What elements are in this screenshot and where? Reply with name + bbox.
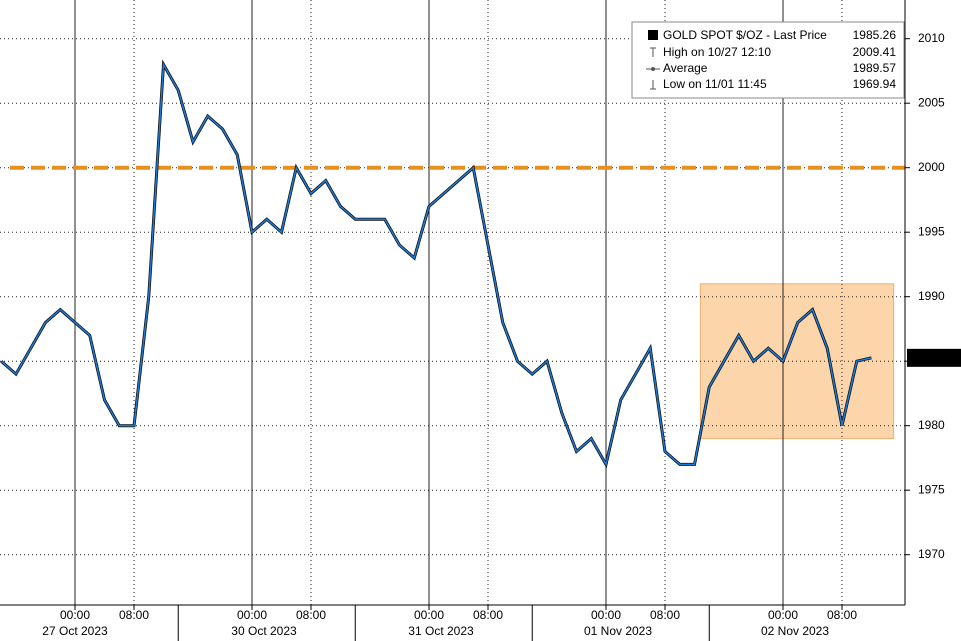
date-label: 01 Nov 2023 <box>584 624 652 638</box>
legend-label: High on 10/27 12:10 <box>663 45 771 59</box>
x-tick-label: 00:00 <box>591 608 621 622</box>
legend-icon <box>651 67 655 71</box>
legend-label: Low on 11/01 11:45 <box>663 77 767 91</box>
date-label: 27 Oct 2023 <box>42 624 108 638</box>
legend-value: 1985.26 <box>853 28 897 42</box>
y-tick-label: 2000 <box>918 160 945 174</box>
y-tick-label: 1970 <box>918 547 945 561</box>
x-tick-label: 08:00 <box>827 608 857 622</box>
x-tick-label: 00:00 <box>414 608 444 622</box>
y-tick-label: 1990 <box>918 289 945 303</box>
x-tick-label: 08:00 <box>473 608 503 622</box>
x-tick-label: 00:00 <box>768 608 798 622</box>
x-tick-label: 00:00 <box>60 608 90 622</box>
legend-icon <box>648 30 658 40</box>
legend-label: GOLD SPOT $/OZ - Last Price <box>663 28 827 42</box>
x-tick-label: 00:00 <box>237 608 267 622</box>
y-tick-label: 2005 <box>918 95 945 109</box>
date-label: 02 Nov 2023 <box>761 624 829 638</box>
y-tick-label: 1975 <box>918 482 945 496</box>
x-tick-label: 08:00 <box>296 608 326 622</box>
last-price-tag <box>907 348 961 367</box>
legend-label: Average <box>663 61 708 75</box>
legend-value: 1989.57 <box>853 61 897 75</box>
legend-value: 1969.94 <box>853 77 897 91</box>
y-tick-label: 2010 <box>918 31 945 45</box>
legend-icon <box>650 47 656 57</box>
date-label: 30 Oct 2023 <box>231 624 297 638</box>
y-tick-label: 1980 <box>918 418 945 432</box>
data-layer <box>0 59 872 469</box>
y-tick-label: 1995 <box>918 224 945 238</box>
background-layer <box>0 0 905 605</box>
legend-value: 2009.41 <box>853 45 897 59</box>
last-price-label: 1985.26 <box>912 350 956 364</box>
x-tick-label: 08:00 <box>119 608 149 622</box>
date-label: 31 Oct 2023 <box>408 624 474 638</box>
legend-box <box>631 21 905 99</box>
x-tick-label: 08:00 <box>650 608 680 622</box>
legend-icon <box>650 80 656 90</box>
price-line <box>0 61 872 467</box>
